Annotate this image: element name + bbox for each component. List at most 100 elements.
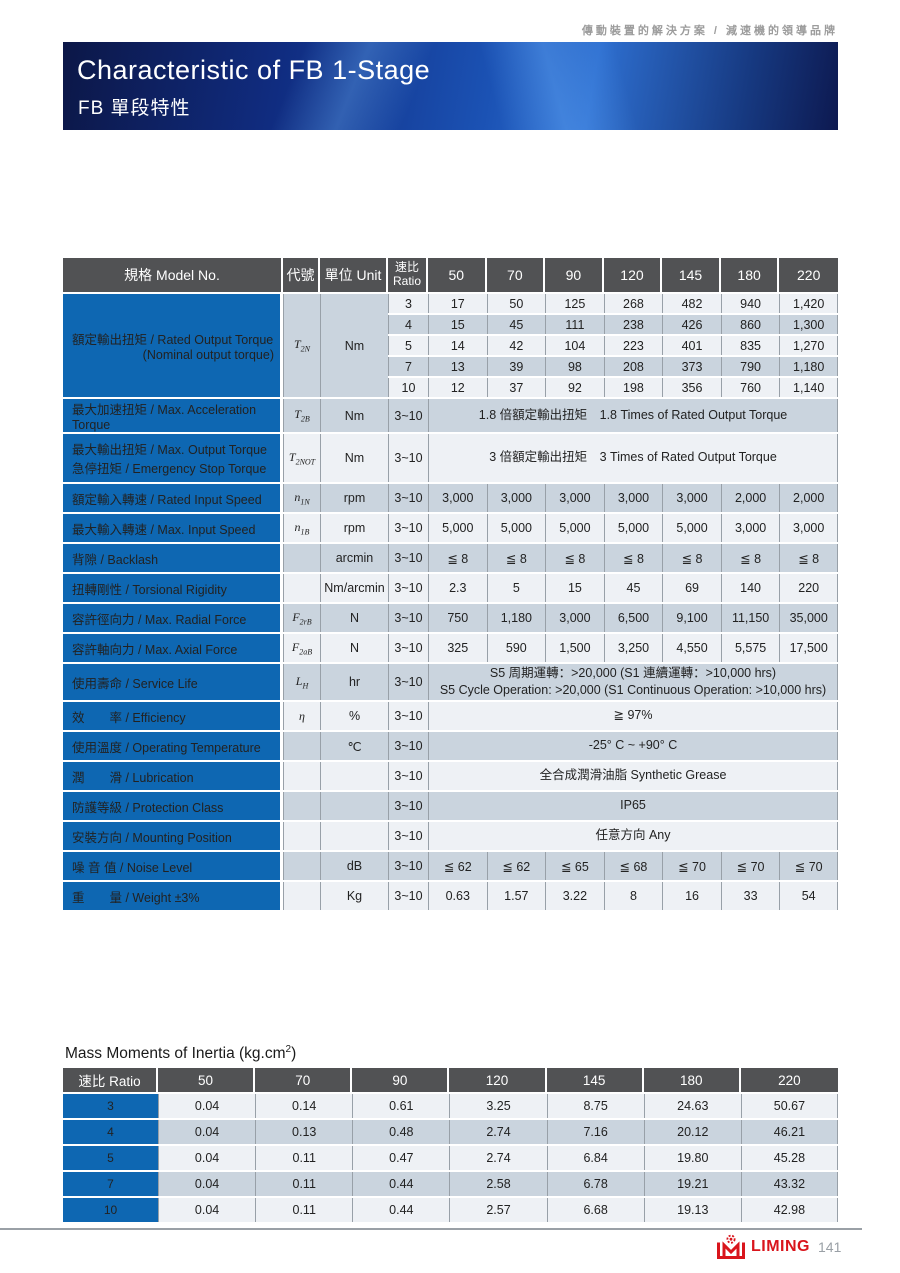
value-cell: 0.48 (352, 1120, 450, 1144)
symbol-cell (283, 792, 320, 820)
row-label: 最大輸出扭矩 / Max. Output Torque 急停扭矩 / Emerge… (63, 434, 283, 482)
merged-value-cell: S5 周期運轉：>20,000 (S1 連續運轉：>10,000 hrs) S5 … (428, 664, 838, 700)
footer: LIMING 141 (716, 1234, 841, 1260)
value-cell: 760 (720, 378, 780, 397)
unit-cell: rpm (320, 484, 388, 512)
col-header-ratio: 速比 Ratio (388, 258, 428, 292)
value-cell: ≦ 62 (428, 852, 487, 880)
col-header-size: 90 (352, 1068, 450, 1092)
row-label: 防護等級 / Protection Class (63, 792, 283, 820)
unit-cell (320, 762, 388, 790)
ratio-cell: 3~10 (388, 882, 428, 910)
col-header-size: 70 (255, 1068, 353, 1092)
symbol-cell: n1B (283, 514, 320, 542)
value-cell: 1,500 (545, 634, 604, 662)
col-header-size: 145 (546, 1068, 644, 1092)
unit-cell: hr (320, 664, 388, 700)
unit-cell (320, 792, 388, 820)
table-row: 扭轉剛性 / Torsional Rigidity Nm/arcmin 3~10 2.… (63, 574, 838, 602)
value-cell: 1,270 (779, 336, 838, 355)
value-cell: 5 (486, 574, 546, 602)
table-row: 使用溫度 / Operating Temperature ℃ 3~10 -25° C … (63, 732, 838, 760)
value-cell: 238 (603, 315, 663, 334)
value-cell: 790 (720, 357, 780, 376)
value-cell: 0.11 (255, 1198, 353, 1222)
table-row: 最大加速扭矩 / Max. Acceleration Torque T2B Nm 3~… (63, 399, 838, 432)
col-header-unit: 單位 Unit (320, 258, 388, 292)
row-label: 潤 滑 / Lubrication (63, 762, 283, 790)
unit-cell: % (320, 702, 388, 730)
value-cell: 15 (545, 574, 604, 602)
table-row: 背隙 / Backlash arcmin 3~10 ≦ 8 ≦ 8 ≦ 8 ≦ 8 ≦ 8 ≦ … (63, 544, 838, 572)
value-cell: 0.47 (352, 1146, 450, 1170)
value-cell: 24.63 (643, 1094, 741, 1118)
merged-value-cell: 3 倍額定輸出扭矩 3 Times of Rated Output Torque (428, 434, 838, 482)
unit-cell: Nm (320, 294, 388, 397)
col-header-size: 180 (643, 1068, 741, 1092)
symbol-cell (283, 544, 320, 572)
inertia-header-row: 速比 Ratio 50 70 90 120 145 180 220 (63, 1068, 838, 1092)
value-cell: 5,000 (545, 514, 604, 542)
symbol-cell (283, 574, 320, 602)
symbol-cell (283, 882, 320, 910)
row-label: 噪 音 值 / Noise Level (63, 852, 283, 880)
value-cell: 1,140 (779, 378, 838, 397)
ratio-cell: 3~10 (388, 544, 428, 572)
col-header-size: 120 (603, 258, 663, 292)
value-cell: 208 (603, 357, 663, 376)
company-tagline: 傳動裝置的解決方案 / 減速機的領導品牌 (581, 25, 838, 37)
ratio-cell: 3~10 (388, 822, 428, 850)
value-cell: 0.04 (158, 1172, 256, 1196)
value-cell: 9,100 (662, 604, 721, 632)
value-cell: 19.80 (643, 1146, 741, 1170)
table-row: 容許徑向力 / Max. Radial Force F2rB N 3~10 750 1,1… (63, 604, 838, 632)
row-label: 額定輸出扭矩 / Rated Output Torque (Nominal out… (63, 294, 283, 397)
value-cell: 14 (428, 336, 487, 355)
table-row: 4 0.04 0.13 0.48 2.74 7.16 20.12 46.21 (63, 1120, 838, 1144)
value-cell: 860 (720, 315, 780, 334)
row-label: 最大輸入轉速 / Max. Input Speed (63, 514, 283, 542)
value-cell: 0.13 (255, 1120, 353, 1144)
table-row: 潤 滑 / Lubrication 3~10 全合成潤滑油脂 Synthetic G… (63, 762, 838, 790)
value-cell: 1,180 (779, 357, 838, 376)
table-row: 重 量 / Weight ±3% Kg 3~10 0.63 1.57 3.22 8 16 33 5… (63, 882, 838, 910)
col-header-size: 145 (662, 258, 721, 292)
value-cell: 590 (486, 634, 546, 662)
row-label: 效 率 / Efficiency (63, 702, 283, 730)
table-row: 使用壽命 / Service Life LH hr 3~10 S5 周期運轉：>20,0… (63, 664, 838, 700)
col-header-size: 50 (158, 1068, 256, 1092)
value-cell: 482 (662, 294, 721, 313)
row-label: 安裝方向 / Mounting Position (63, 822, 283, 850)
value-cell: 33 (720, 882, 780, 910)
value-cell: ≦ 70 (720, 852, 780, 880)
value-cell: 7.16 (546, 1120, 644, 1144)
value-cell: 17,500 (779, 634, 838, 662)
value-cell: 42 (486, 336, 546, 355)
symbol-cell (283, 822, 320, 850)
value-cell: 0.04 (158, 1146, 256, 1170)
col-header-size: 220 (740, 1068, 838, 1092)
unit-cell: Nm (320, 399, 388, 432)
page-subtitle: FB 單段特性 (78, 98, 191, 119)
col-header-size: 120 (449, 1068, 547, 1092)
value-cell: 12 (428, 378, 487, 397)
ratio-cell: 5 (63, 1146, 158, 1170)
value-cell: 3,000 (662, 484, 721, 512)
value-cell: 2.74 (449, 1120, 547, 1144)
merged-value-cell: 1.8 倍額定輸出扭矩 1.8 Times of Rated Output To… (428, 399, 838, 432)
symbol-cell: η (283, 702, 320, 730)
inertia-table-head: 速比 Ratio 50 70 90 120 145 180 220 (63, 1068, 838, 1092)
value-cell: 46.21 (740, 1120, 838, 1144)
value-cell: 3,000 (779, 514, 838, 542)
value-cell: 5,000 (428, 514, 487, 542)
value-cell: 13 (428, 357, 487, 376)
row-label: 最大加速扭矩 / Max. Acceleration Torque (63, 399, 283, 432)
unit-cell (320, 822, 388, 850)
value-cell: 0.14 (255, 1094, 353, 1118)
value-cell: 5,575 (720, 634, 780, 662)
value-cell: 5,000 (486, 514, 546, 542)
symbol-cell (283, 732, 320, 760)
value-cell: ≦ 8 (486, 544, 546, 572)
value-cell: 16 (662, 882, 721, 910)
